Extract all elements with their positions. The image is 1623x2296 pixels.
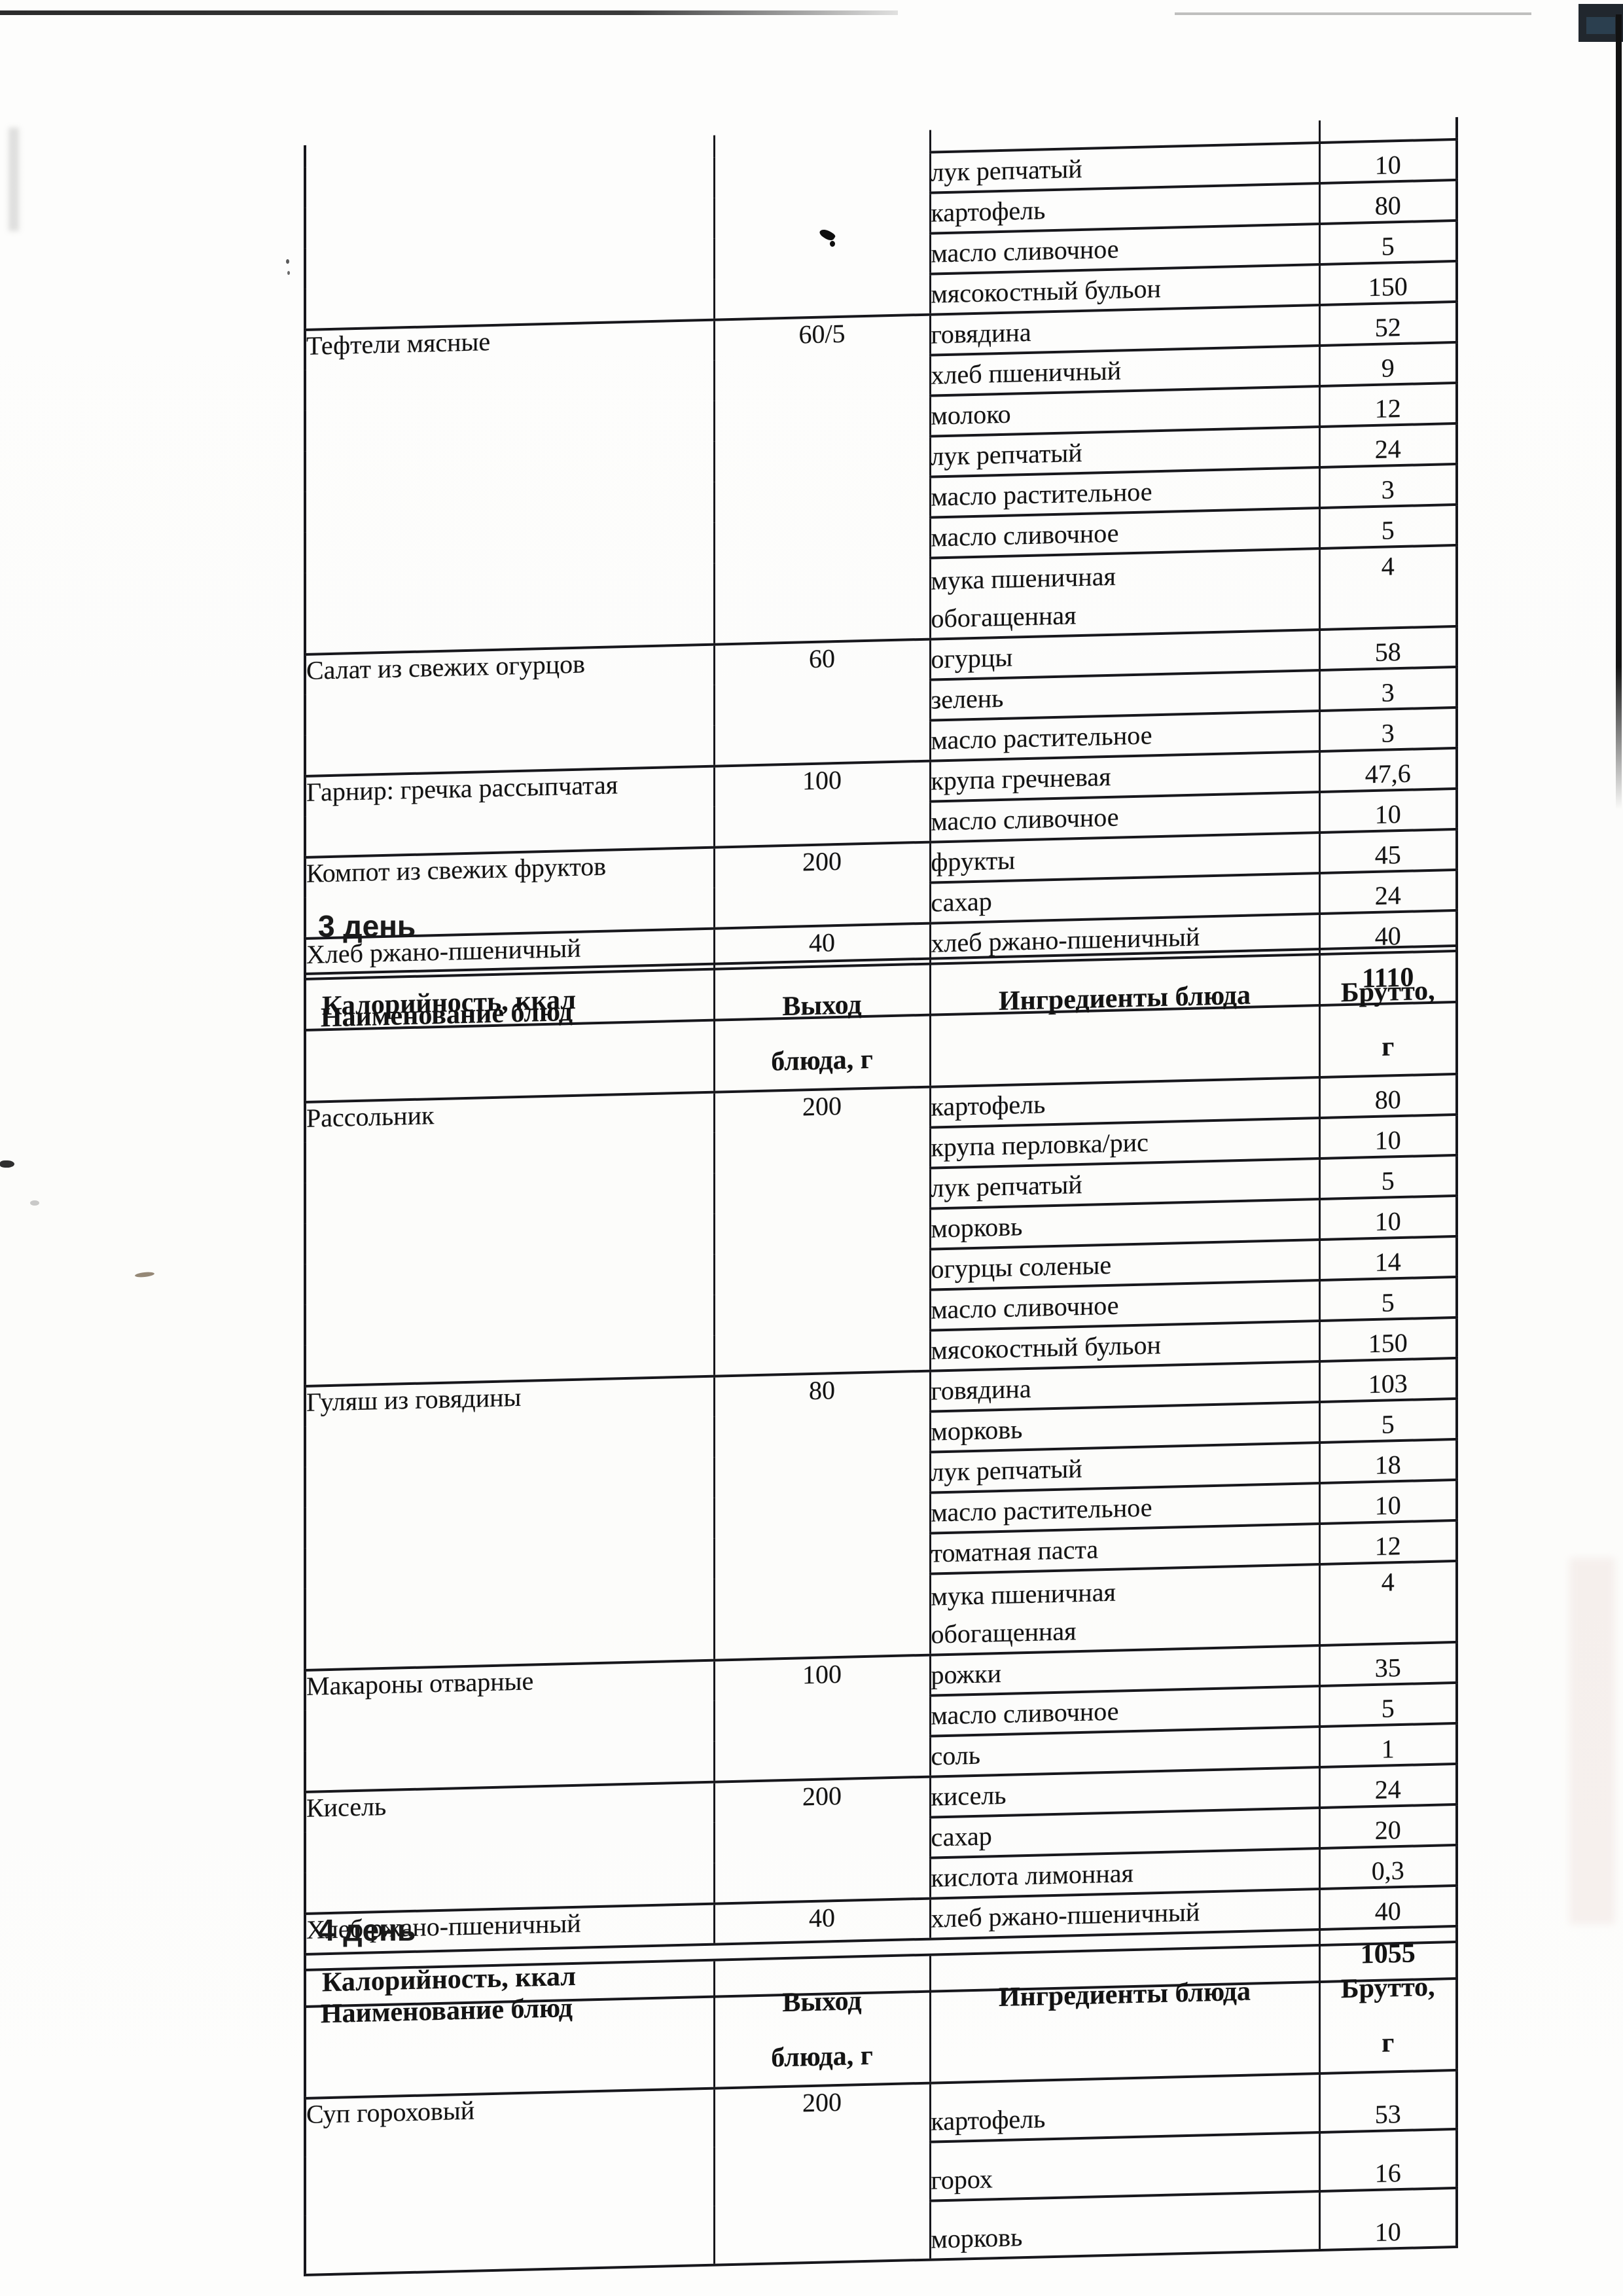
ingredient-brutto: 150 bbox=[1319, 1317, 1457, 1362]
scan-top-edge-line-right bbox=[1175, 12, 1531, 15]
dish-name-cell: Макароны отварные bbox=[305, 1660, 714, 1792]
ingredient-brutto: 10 bbox=[1319, 1114, 1457, 1159]
ingredient-brutto: 5 bbox=[1319, 1276, 1457, 1321]
ingredient-brutto: 4 bbox=[1319, 1560, 1457, 1646]
ingredient-brutto: 16 bbox=[1319, 2128, 1457, 2192]
dish-output-cell: 100 bbox=[714, 1655, 930, 1782]
ingredient-brutto: 10 bbox=[1319, 1479, 1457, 1524]
scan-top-edge-line bbox=[0, 10, 898, 15]
day-4-heading: 4 день bbox=[318, 1913, 416, 1947]
scan-right-edge-strip bbox=[1616, 14, 1622, 810]
ingredient-brutto: 24 bbox=[1319, 869, 1457, 914]
ingredient-brutto: 24 bbox=[1319, 1763, 1457, 1808]
ingredient-brutto: 12 bbox=[1319, 382, 1457, 427]
scan-gray-speck bbox=[30, 1200, 39, 1206]
dish-name-cell: Салат из свежих огурцов bbox=[305, 644, 714, 776]
header-dish: Наименование блюд bbox=[305, 1960, 714, 2098]
ingredient-brutto: 10 bbox=[1319, 139, 1457, 184]
ingredient-brutto: 5 bbox=[1319, 220, 1457, 265]
dish-output-cell: 200 bbox=[714, 842, 930, 929]
ingredient-brutto: 10 bbox=[1319, 2187, 1457, 2251]
header-ingredients: Ингредиенты блюда bbox=[930, 949, 1319, 1087]
menu-table-day3: Наименование блюд Выход блюда, г Ингредиен… bbox=[304, 944, 1458, 2008]
header-output: Выход блюда, г bbox=[714, 1954, 930, 2089]
ingredient-name: мука пшеничная обогащенная bbox=[930, 548, 1319, 639]
ingredient-brutto: 18 bbox=[1319, 1439, 1457, 1484]
ingredient-brutto: 3 bbox=[1319, 666, 1457, 711]
scan-ink-dot bbox=[286, 259, 289, 264]
ingredient-brutto: 5 bbox=[1319, 1682, 1457, 1727]
dish-name-cell: Кисель bbox=[305, 1782, 714, 1914]
ingredient-brutto: 150 bbox=[1319, 260, 1457, 306]
dish-output-cell: 200 bbox=[714, 1776, 930, 1904]
ingredient-brutto: 45 bbox=[1319, 829, 1457, 874]
cut-cell bbox=[1319, 117, 1457, 143]
ingredient-brutto: 5 bbox=[1319, 504, 1457, 549]
ingredient-brutto: 14 bbox=[1319, 1236, 1457, 1281]
header-ingredients: Ингредиенты блюда bbox=[930, 1945, 1319, 2083]
ingredient-brutto: 58 bbox=[1319, 626, 1457, 671]
dish-name-cell: Тефтели мясные bbox=[305, 319, 714, 655]
ingredient-brutto: 0,3 bbox=[1319, 1844, 1457, 1890]
scan-corner-mark bbox=[1578, 4, 1623, 42]
ingredient-name: картофель bbox=[930, 2073, 1319, 2142]
ingredient-brutto: 80 bbox=[1319, 1073, 1457, 1119]
dish-output-cell: 200 bbox=[714, 1086, 930, 1376]
ingredient-brutto: 10 bbox=[1319, 788, 1457, 833]
dish-output-cell: 200 bbox=[714, 2083, 930, 2265]
ingredient-brutto: 3 bbox=[1319, 707, 1457, 752]
scan-brown-speck bbox=[134, 1271, 155, 1278]
header-brutto: Брутто, г bbox=[1319, 945, 1457, 1078]
dish-output-cell: 100 bbox=[714, 761, 930, 848]
ingredient-brutto: 3 bbox=[1319, 463, 1457, 509]
scan-corner-tint bbox=[1586, 17, 1615, 34]
menu-table-day2-continuation: лук репчатый 10 картофель 80 масло сливочное… bbox=[304, 117, 1458, 1031]
header-brutto: Брутто, г bbox=[1319, 1941, 1457, 2074]
ingredient-brutto: 5 bbox=[1319, 1398, 1457, 1443]
ingredient-brutto: 4 bbox=[1319, 545, 1457, 630]
ingredient-name: морковь bbox=[930, 2191, 1319, 2260]
scan-left-smudge bbox=[9, 128, 19, 231]
ingredient-name: горох bbox=[930, 2132, 1319, 2201]
ingredient-brutto: 35 bbox=[1319, 1641, 1457, 1687]
ingredient-brutto: 24 bbox=[1319, 423, 1457, 468]
ingredient-brutto: 40 bbox=[1319, 1885, 1457, 1930]
ingredient-brutto: 47,6 bbox=[1319, 747, 1457, 793]
dish-name-cell: Гуляш из говядины bbox=[305, 1376, 714, 1670]
dish-output-cell: 60 bbox=[714, 639, 930, 766]
ingredient-brutto: 53 bbox=[1319, 2070, 1457, 2133]
scan-left-dash bbox=[0, 1160, 14, 1168]
dish-output-cell: 60/5 bbox=[714, 314, 930, 645]
dish-output-cell: 40 bbox=[714, 1898, 930, 1945]
menu-table-day4: Наименование блюд Выход блюда, г Ингредиен… bbox=[304, 1940, 1458, 2276]
ingredient-brutto: 80 bbox=[1319, 179, 1457, 224]
ingredient-name: мука пшеничная обогащенная bbox=[930, 1564, 1319, 1655]
header-output: Выход блюда, г bbox=[714, 958, 930, 1092]
ingredient-brutto: 10 bbox=[1319, 1195, 1457, 1240]
scan-pink-streak bbox=[1569, 1558, 1615, 1924]
ingredient-brutto: 1 bbox=[1319, 1723, 1457, 1768]
dish-name-cell: Рассольник bbox=[305, 1092, 714, 1386]
dish-name-cell: Суп гороховый bbox=[305, 2088, 714, 2275]
dish-name-cell: Гарнир: гречка рассыпчатая bbox=[305, 766, 714, 857]
dish-output-cell bbox=[714, 130, 930, 320]
ingredient-brutto: 12 bbox=[1319, 1520, 1457, 1565]
ingredient-brutto: 5 bbox=[1319, 1155, 1457, 1200]
header-dish: Наименование блюд bbox=[305, 963, 714, 1102]
ingredient-brutto: 9 bbox=[1319, 342, 1457, 387]
dish-name-cell bbox=[305, 135, 714, 330]
ingredient-brutto: 52 bbox=[1319, 301, 1457, 346]
dish-output-cell: 80 bbox=[714, 1371, 930, 1660]
day-3-heading: 3 день bbox=[318, 909, 416, 943]
ingredient-brutto: 20 bbox=[1319, 1804, 1457, 1849]
scan-ink-dot bbox=[287, 271, 290, 275]
ingredient-brutto: 103 bbox=[1319, 1357, 1457, 1403]
